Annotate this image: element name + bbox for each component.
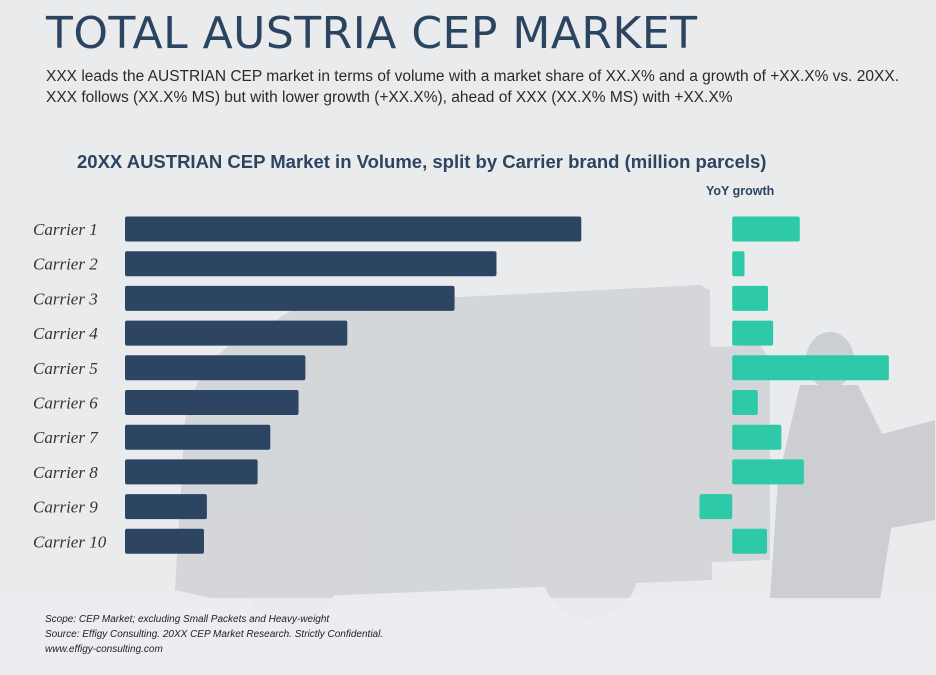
yoy-growth-header: YoY growth	[706, 184, 775, 198]
chart-title: 20XX AUSTRIAN CEP Market in Volume, spli…	[77, 151, 767, 172]
volume-bar	[125, 355, 306, 381]
growth-bar	[732, 390, 758, 415]
category-label: Carrier 5	[33, 359, 98, 378]
growth-bar	[732, 285, 769, 311]
volume-bars	[125, 216, 582, 554]
category-labels: Carrier 1 Carrier 2 Carrier 3 Carrier 4 Carr…	[33, 220, 107, 551]
category-label: Carrier 2	[33, 255, 98, 274]
growth-bar	[732, 216, 800, 242]
growth-bar	[732, 355, 889, 381]
category-label: Carrier 3	[33, 289, 98, 308]
footer-source: Source: Effigy Consulting. 20XX CEP Mark…	[45, 629, 384, 640]
volume-bar	[125, 251, 497, 277]
growth-bar	[732, 528, 768, 554]
growth-bars	[699, 216, 889, 554]
page-title: TOTAL AUSTRIA CEP MARKET	[46, 8, 698, 59]
growth-bar	[732, 320, 774, 346]
volume-bar	[125, 459, 258, 485]
category-label: Carrier 4	[33, 324, 98, 343]
volume-bar	[125, 528, 204, 554]
volume-bar	[125, 216, 582, 242]
growth-bar	[732, 459, 804, 485]
category-label: Carrier 6	[33, 394, 98, 413]
volume-bar	[125, 320, 348, 346]
volume-bar	[125, 285, 455, 311]
category-label: Carrier 9	[33, 498, 98, 517]
page-subtitle: XXX leads the AUSTRIAN CEP market in ter…	[46, 68, 900, 106]
volume-bar	[125, 424, 271, 450]
volume-bar	[125, 494, 207, 520]
category-label: Carrier 1	[33, 220, 98, 239]
volume-bar	[125, 390, 299, 415]
category-label: Carrier 7	[33, 428, 99, 447]
category-label: Carrier 8	[33, 463, 98, 482]
footer: Scope: CEP Market; excluding Small Packe…	[0, 598, 936, 675]
growth-bar	[732, 251, 745, 277]
footer-url: www.effigy-consulting.com	[45, 644, 163, 655]
category-label: Carrier 10	[33, 532, 107, 551]
growth-bar	[732, 424, 782, 450]
growth-bar	[699, 494, 733, 520]
footer-scope: Scope: CEP Market; excluding Small Packe…	[45, 614, 330, 625]
